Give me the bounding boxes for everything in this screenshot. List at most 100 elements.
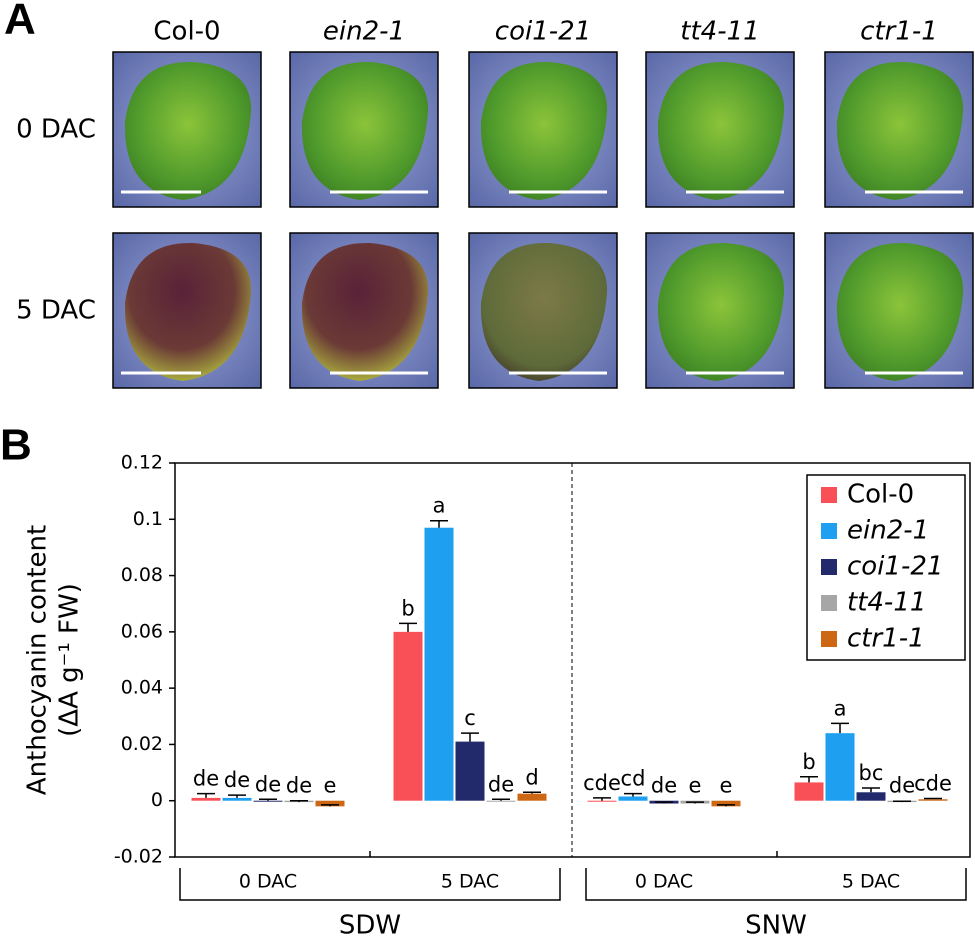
- leaf: [301, 242, 429, 381]
- bar: [455, 741, 485, 801]
- significance-letter: cd: [621, 767, 646, 791]
- y-tick-label: 0.1: [133, 508, 163, 530]
- photo-grid: Col-0 ein2-1 coi1-21 tt4-11 ctr1-1 0 DAC 5 DAC: [16, 17, 974, 389]
- significance-letter: de: [651, 774, 677, 798]
- significance-letter: e: [720, 774, 733, 798]
- y-tick-label: 0.12: [121, 452, 163, 474]
- x-tick-label: 0 DAC: [635, 871, 693, 893]
- error-bar: [862, 787, 880, 793]
- error-bar: [290, 799, 308, 803]
- error-bar: [523, 791, 541, 794]
- leaf: [301, 61, 429, 200]
- significance-letter: de: [286, 774, 312, 798]
- y-axis-label: Anthocyanin content: [23, 525, 53, 795]
- significance-letter: e: [689, 774, 702, 798]
- group-label: SDW: [339, 911, 401, 941]
- row-label: 5 DAC: [16, 296, 96, 326]
- legend-label: Col-0: [847, 480, 914, 510]
- error-bar: [461, 732, 479, 742]
- legend-swatch: [821, 559, 837, 575]
- bar: [393, 631, 423, 801]
- significance-letter: c: [464, 706, 476, 730]
- leaf: [836, 242, 964, 381]
- leaf: [657, 242, 785, 381]
- bar: [424, 527, 454, 801]
- legend-label: coi1-21: [847, 552, 943, 582]
- significance-letter: a: [834, 696, 847, 720]
- x-tick-label: 5 DAC: [441, 871, 499, 893]
- significance-letter: cde: [914, 771, 952, 795]
- legend-label: ein2-1: [847, 516, 929, 546]
- y-tick-label: 0: [151, 789, 163, 811]
- bar: [315, 800, 345, 807]
- legend-swatch: [821, 487, 837, 503]
- leaf: [836, 61, 964, 200]
- error-bar: [430, 519, 448, 528]
- x-tick-label: 5 DAC: [842, 871, 900, 893]
- group-label: SNW: [745, 911, 807, 941]
- significance-letter: bc: [859, 761, 884, 785]
- error-bar: [893, 800, 911, 803]
- leaf: [124, 61, 252, 200]
- column-label: Col-0: [153, 17, 220, 47]
- panel-label: B: [0, 421, 32, 470]
- y-tick-label: -0.02: [114, 846, 163, 868]
- bar: [222, 797, 252, 801]
- error-bar: [321, 804, 339, 807]
- y-tick-label: 0.04: [121, 677, 163, 699]
- legend-label: ctr1-1: [847, 624, 925, 654]
- column-label: tt4-11: [680, 17, 759, 47]
- leaf: [480, 61, 608, 200]
- leaf: [124, 242, 252, 381]
- error-bar: [624, 792, 642, 797]
- bar: [711, 800, 741, 807]
- bar: [587, 800, 617, 802]
- bar: [517, 793, 547, 801]
- error-bar: [924, 797, 942, 800]
- significance-letter: a: [433, 494, 446, 518]
- bar: [825, 733, 855, 801]
- significance-letter: cde: [583, 771, 621, 795]
- error-bar: [831, 722, 849, 734]
- leaf: [657, 61, 785, 200]
- error-bar: [228, 794, 246, 798]
- y-tick-label: 0.02: [121, 733, 163, 755]
- error-bar: [399, 622, 417, 632]
- significance-letter: b: [401, 596, 414, 620]
- bar: [794, 782, 824, 801]
- error-bar: [686, 801, 704, 804]
- y-tick-label: 0.08: [121, 564, 163, 586]
- bar: [486, 800, 516, 802]
- bracket: [179, 868, 561, 901]
- error-bar: [655, 801, 673, 804]
- panel-label: A: [4, 0, 36, 44]
- error-bar: [197, 792, 215, 798]
- significance-letter: e: [324, 774, 337, 798]
- error-bar: [800, 776, 818, 783]
- significance-letter: b: [802, 750, 815, 774]
- column-label: ctr1-1: [860, 17, 938, 47]
- leaf: [480, 242, 608, 381]
- legend-swatch: [821, 523, 837, 539]
- bar: [618, 796, 648, 801]
- significance-letter: de: [255, 772, 281, 796]
- significance-letter: de: [889, 774, 915, 798]
- significance-letter: de: [488, 772, 514, 796]
- y-tick-label: 0.06: [121, 620, 163, 642]
- legend-label: tt4-11: [847, 588, 926, 618]
- legend-swatch: [821, 631, 837, 647]
- column-label: coi1-21: [495, 17, 591, 47]
- row-label: 0 DAC: [16, 115, 96, 145]
- bar: [918, 799, 948, 801]
- bar: [253, 800, 283, 802]
- significance-letter: d: [525, 765, 538, 789]
- legend-swatch: [821, 595, 837, 611]
- y-axis-label: (ΔA g⁻¹ FW): [55, 583, 85, 737]
- error-bar: [259, 798, 277, 801]
- column-label: ein2-1: [323, 17, 405, 47]
- significance-letter: de: [193, 767, 219, 791]
- chart: -0.02 0 0.02 0.04 0.06 0.08 0.1 0.12 Anthocyanin…: [23, 452, 971, 941]
- x-tick-label: 0 DAC: [239, 871, 297, 893]
- bar: [856, 792, 886, 801]
